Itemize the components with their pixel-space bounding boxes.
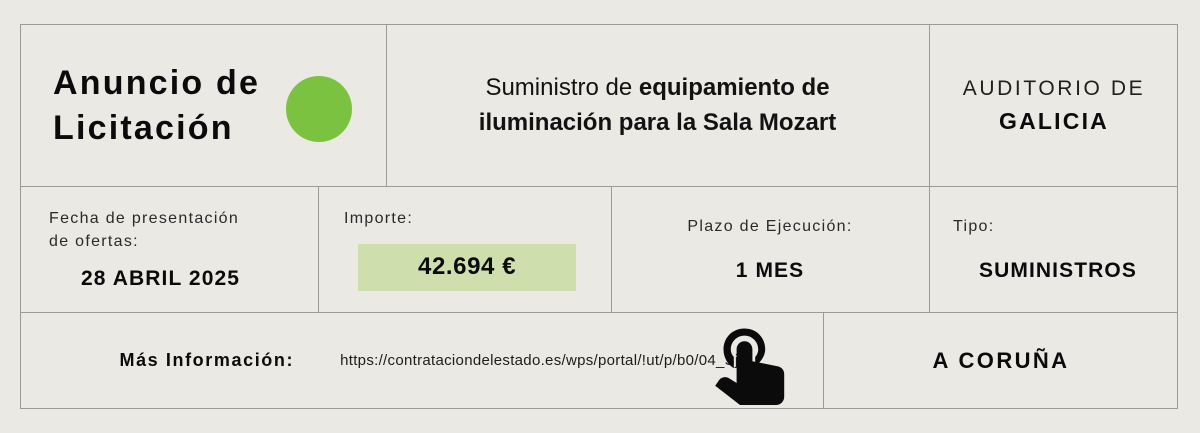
amount-highlight: 42.694 € — [358, 244, 577, 292]
location-cell: A CORUÑA — [823, 313, 1179, 408]
announcement-title-cell: Anuncio de Licitación — [21, 25, 386, 186]
execution-term-cell: Plazo de Ejecución: 1 MES — [611, 187, 929, 312]
more-information-url[interactable]: https://contrataciondelestado.es/wps/por… — [340, 352, 753, 369]
execution-term-value: 1 MES — [735, 258, 805, 282]
tender-table: Anuncio de Licitación Suministro de equi… — [20, 24, 1178, 409]
submission-date-label: Fecha de presentación de ofertas: — [49, 208, 318, 252]
contracting-entity-block: AUDITORIO DE GALICIA — [929, 73, 1179, 138]
col-divider-r2-b — [611, 187, 612, 312]
entity-name-line2: GALICIA — [999, 107, 1109, 134]
submission-date-label-line2: de ofertas: — [49, 232, 139, 250]
page-title: Anuncio de Licitación — [53, 61, 268, 151]
contract-object-highlight-line1: equipamiento de — [638, 74, 830, 102]
col-divider-r2-a — [318, 187, 319, 312]
title-wrapper: Anuncio de Licitación — [21, 61, 386, 151]
col-divider-r1-b — [929, 25, 930, 186]
submission-date-value: 28 ABRIL 2025 — [81, 266, 241, 290]
submission-date-cell: Fecha de presentación de ofertas: 28 ABR… — [21, 187, 318, 312]
row-divider-2 — [21, 312, 1177, 313]
more-information-label: Más Información: — [119, 350, 295, 370]
contract-object-highlight-line2: iluminación para la Sala Mozart — [478, 108, 837, 136]
col-divider-r1-a — [386, 25, 387, 186]
contract-object-prefix: Suministro de — [485, 74, 639, 102]
green-circle-icon — [286, 75, 352, 142]
contract-object-text: Suministro de equipamiento de iluminación… — [386, 71, 929, 139]
execution-term-label: Plazo de Ejecución: — [687, 218, 853, 236]
amount-cell: Importe: 42.694 € — [318, 187, 611, 312]
amount-value: 42.694 € — [418, 253, 517, 281]
more-information-cell: Más Información: https://contrataciondel… — [21, 313, 823, 408]
contract-type-cell: Tipo: SUMINISTROS — [929, 187, 1179, 312]
contract-type-label: Tipo: — [953, 218, 995, 236]
contract-type-value: SUMINISTROS — [979, 258, 1137, 282]
col-divider-r3-a — [823, 313, 824, 408]
contracting-entity-cell: AUDITORIO DE GALICIA — [929, 25, 1179, 186]
page-title-line2: Licitación — [53, 108, 234, 147]
submission-date-label-line1: Fecha de presentación — [49, 210, 240, 228]
page-title-line1: Anuncio de — [53, 63, 261, 102]
col-divider-r2-c — [929, 187, 930, 312]
contract-object-cell: Suministro de equipamiento de iluminación… — [386, 25, 929, 186]
row-divider-1 — [21, 186, 1177, 187]
location-value: A CORUÑA — [932, 347, 1070, 373]
amount-label: Importe: — [344, 209, 414, 227]
entity-name-line1: AUDITORIO DE — [962, 77, 1146, 101]
